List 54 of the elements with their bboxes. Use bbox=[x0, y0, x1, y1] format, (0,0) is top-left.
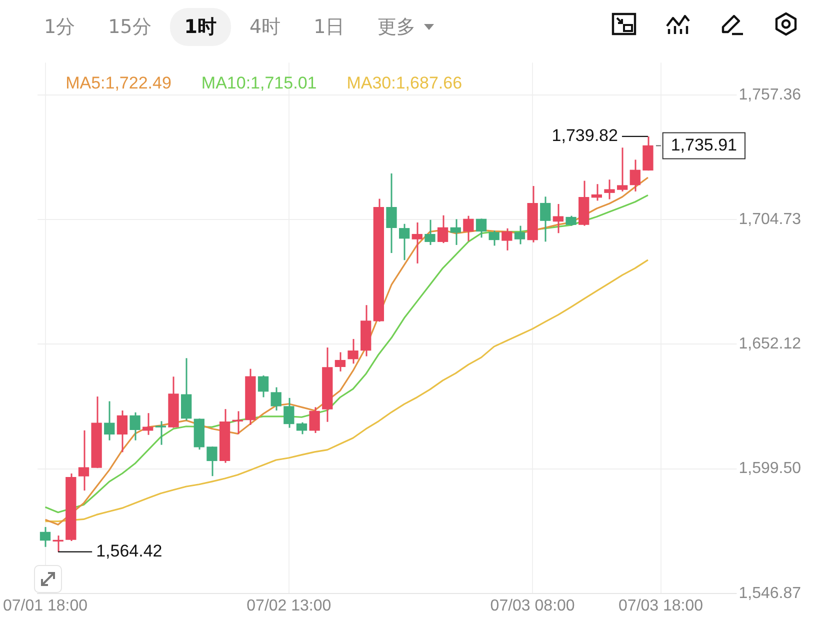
y-tick-label: 1,599.50 bbox=[738, 460, 802, 478]
candlestick bbox=[104, 400, 115, 442]
text: 更多 bbox=[376, 15, 417, 40]
candlestick bbox=[502, 228, 512, 252]
candlestick bbox=[258, 374, 269, 398]
text: 1时 bbox=[170, 8, 231, 46]
x-tick-label: 07/02 13:00 bbox=[246, 597, 332, 614]
candlestick bbox=[155, 420, 166, 446]
candlestick bbox=[450, 218, 461, 246]
candlestick bbox=[616, 146, 628, 192]
text: MA30:1,687.66 bbox=[346, 73, 462, 92]
candlestick bbox=[412, 222, 422, 264]
candlestick bbox=[476, 218, 487, 238]
candlestick bbox=[296, 422, 308, 435]
y-tick-label: 1,546.87 bbox=[738, 584, 802, 602]
text: 4时 bbox=[248, 15, 282, 40]
candlestick bbox=[206, 446, 218, 477]
candlestick bbox=[142, 412, 154, 436]
x-tick-label: 07/03 08:00 bbox=[490, 597, 575, 614]
text: 1日 bbox=[312, 15, 346, 40]
candlestick bbox=[630, 158, 640, 192]
candlestick bbox=[540, 196, 551, 242]
candlestick bbox=[116, 410, 128, 453]
ref-line-label: 1,735.91 bbox=[670, 135, 738, 154]
candlestick bbox=[591, 183, 602, 202]
candlestick bbox=[40, 526, 51, 548]
y-tick-label: 1,652.12 bbox=[738, 336, 802, 353]
candlestick bbox=[552, 203, 564, 234]
candlestick bbox=[424, 219, 436, 246]
candlestick bbox=[386, 172, 397, 254]
annotation: 1,564.42 bbox=[96, 542, 162, 561]
candlestick bbox=[270, 386, 282, 412]
candlestick bbox=[348, 338, 358, 364]
candlestick bbox=[604, 178, 615, 200]
y-tick-label: 1,704.73 bbox=[738, 210, 802, 228]
x-tick-label: 07/03 18:00 bbox=[618, 597, 704, 614]
candlestick bbox=[437, 214, 448, 244]
text: MA5:1,722.49 bbox=[66, 73, 172, 92]
text: 1分 bbox=[43, 15, 76, 40]
candlestick bbox=[463, 215, 474, 242]
text: 15分 bbox=[107, 15, 152, 40]
x-tick-label: 07/01 18:00 bbox=[2, 597, 88, 614]
candlestick bbox=[309, 406, 320, 434]
annotation: 1,739.82 bbox=[552, 126, 618, 146]
text: MA10:1,715.01 bbox=[201, 73, 317, 92]
candlestick bbox=[398, 223, 410, 261]
candlestick bbox=[514, 225, 526, 245]
candlestick bbox=[284, 397, 294, 429]
candlestick bbox=[130, 412, 140, 442]
candlestick bbox=[488, 230, 500, 246]
candlestick bbox=[334, 351, 346, 372]
candlestick bbox=[566, 215, 576, 227]
y-tick-label: 1,757.36 bbox=[738, 86, 802, 104]
candlestick bbox=[78, 430, 90, 492]
